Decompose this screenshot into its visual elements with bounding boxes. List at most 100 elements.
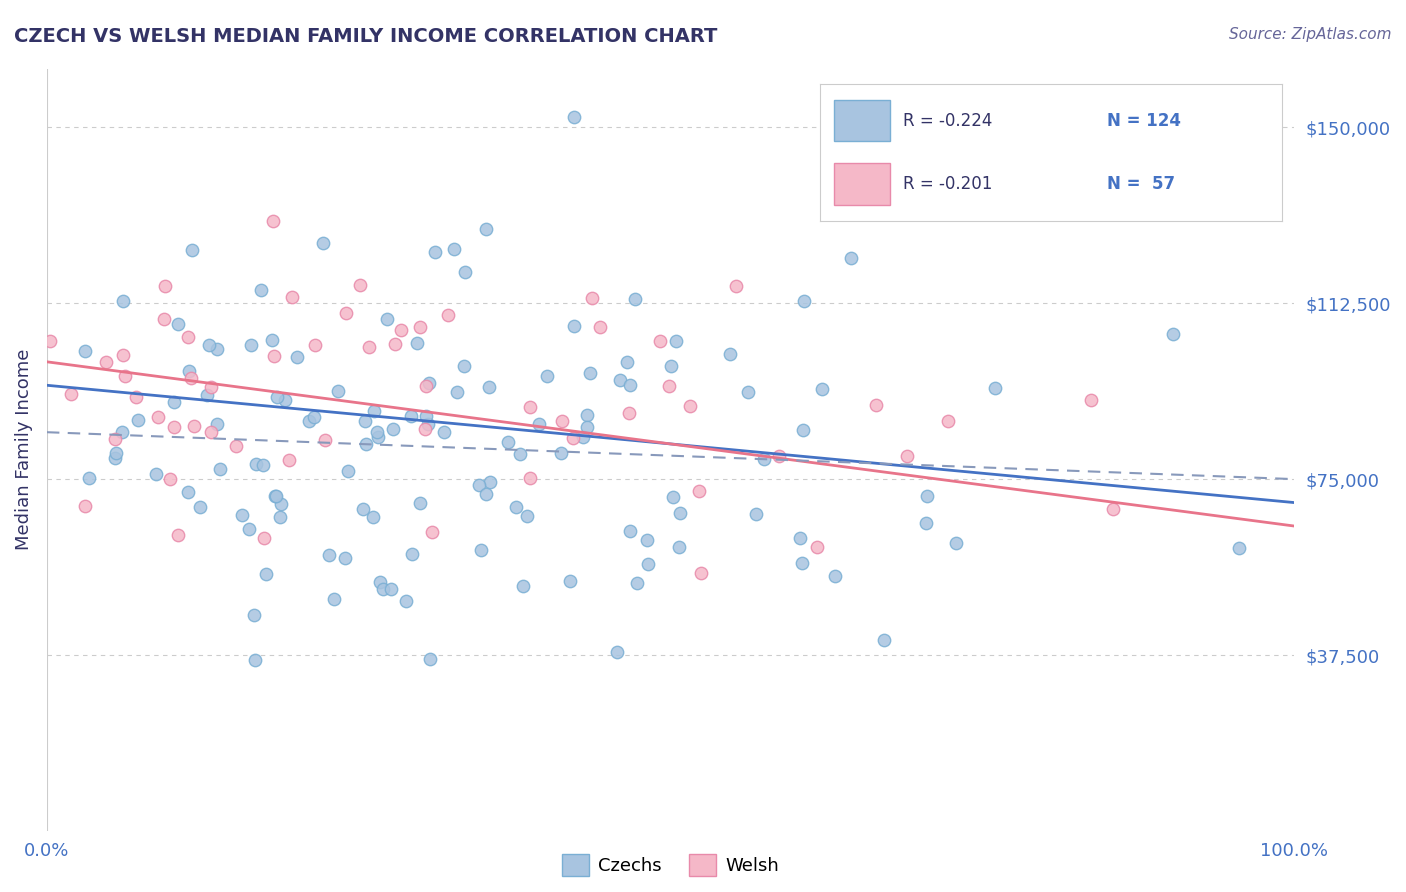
Czechs — [318, 548, 340, 562]
Czechs — [793, 294, 815, 309]
Welsh — [689, 566, 711, 581]
Welsh — [263, 349, 285, 363]
Welsh — [806, 540, 828, 554]
Czechs — [718, 347, 741, 361]
Welsh — [278, 452, 301, 467]
Czechs — [475, 222, 498, 236]
Czechs — [333, 550, 356, 565]
Welsh — [111, 348, 134, 362]
Welsh — [688, 484, 710, 499]
Czechs — [409, 496, 432, 510]
Czechs — [167, 317, 190, 331]
Czechs — [354, 414, 377, 428]
Czechs — [917, 489, 939, 503]
Czechs — [401, 547, 423, 561]
Welsh — [146, 410, 169, 425]
Czechs — [529, 417, 551, 431]
Czechs — [188, 500, 211, 514]
Czechs — [945, 536, 967, 550]
Czechs — [269, 509, 291, 524]
Czechs — [824, 569, 846, 583]
Text: Source: ZipAtlas.com: Source: ZipAtlas.com — [1229, 27, 1392, 42]
Czechs — [754, 452, 776, 467]
Legend: Czechs, Welsh: Czechs, Welsh — [555, 847, 786, 883]
Czechs — [659, 359, 682, 373]
Welsh — [60, 387, 83, 401]
Welsh — [648, 334, 671, 348]
Czechs — [662, 490, 685, 504]
Welsh — [936, 414, 959, 428]
Czechs — [669, 506, 692, 520]
Czechs — [572, 429, 595, 443]
Welsh — [114, 368, 136, 383]
Czechs — [789, 531, 811, 545]
Czechs — [478, 380, 501, 394]
Czechs — [475, 487, 498, 501]
Czechs — [367, 430, 389, 444]
Welsh — [437, 308, 460, 322]
Welsh — [335, 306, 357, 320]
Czechs — [665, 334, 688, 348]
Czechs — [371, 582, 394, 597]
Czechs — [737, 384, 759, 399]
Czechs — [243, 608, 266, 623]
Czechs — [619, 524, 641, 538]
Welsh — [896, 449, 918, 463]
Czechs — [112, 294, 135, 309]
Welsh — [1102, 502, 1125, 516]
Czechs — [399, 409, 422, 423]
Czechs — [127, 412, 149, 426]
Welsh — [200, 380, 222, 394]
Welsh — [225, 439, 247, 453]
Czechs — [337, 464, 360, 478]
Czechs — [105, 446, 128, 460]
Czechs — [298, 414, 321, 428]
Czechs — [873, 632, 896, 647]
Czechs — [322, 591, 344, 606]
Czechs — [609, 373, 631, 387]
Czechs — [361, 509, 384, 524]
Welsh — [75, 500, 97, 514]
Czechs — [250, 283, 273, 297]
Welsh — [262, 214, 284, 228]
Czechs — [104, 451, 127, 466]
Czechs — [914, 516, 936, 530]
Text: CZECH VS WELSH MEDIAN FAMILY INCOME CORRELATION CHART: CZECH VS WELSH MEDIAN FAMILY INCOME CORR… — [14, 27, 717, 45]
Welsh — [183, 419, 205, 434]
Czechs — [252, 458, 274, 473]
Czechs — [382, 422, 405, 436]
Czechs — [1161, 326, 1184, 341]
Welsh — [724, 279, 747, 293]
Czechs — [454, 265, 477, 279]
Welsh — [384, 336, 406, 351]
Czechs — [558, 574, 581, 589]
Czechs — [616, 354, 638, 368]
Welsh — [314, 433, 336, 447]
Czechs — [576, 420, 599, 434]
Welsh — [589, 319, 612, 334]
Czechs — [260, 334, 283, 348]
Czechs — [274, 392, 297, 407]
Czechs — [468, 478, 491, 492]
Czechs — [443, 243, 465, 257]
Czechs — [505, 500, 527, 515]
Czechs — [636, 533, 658, 548]
Welsh — [153, 312, 176, 326]
Czechs — [446, 384, 468, 399]
Czechs — [562, 318, 585, 333]
Welsh — [153, 279, 176, 293]
Czechs — [354, 436, 377, 450]
Welsh — [166, 528, 188, 542]
Welsh — [551, 414, 574, 428]
Czechs — [550, 446, 572, 460]
Czechs — [239, 338, 262, 352]
Czechs — [416, 417, 439, 432]
Czechs — [623, 293, 645, 307]
Czechs — [453, 359, 475, 374]
Czechs — [264, 489, 287, 503]
Czechs — [266, 390, 288, 404]
Czechs — [352, 501, 374, 516]
Czechs — [145, 467, 167, 482]
Czechs — [745, 508, 768, 522]
Czechs — [509, 447, 531, 461]
